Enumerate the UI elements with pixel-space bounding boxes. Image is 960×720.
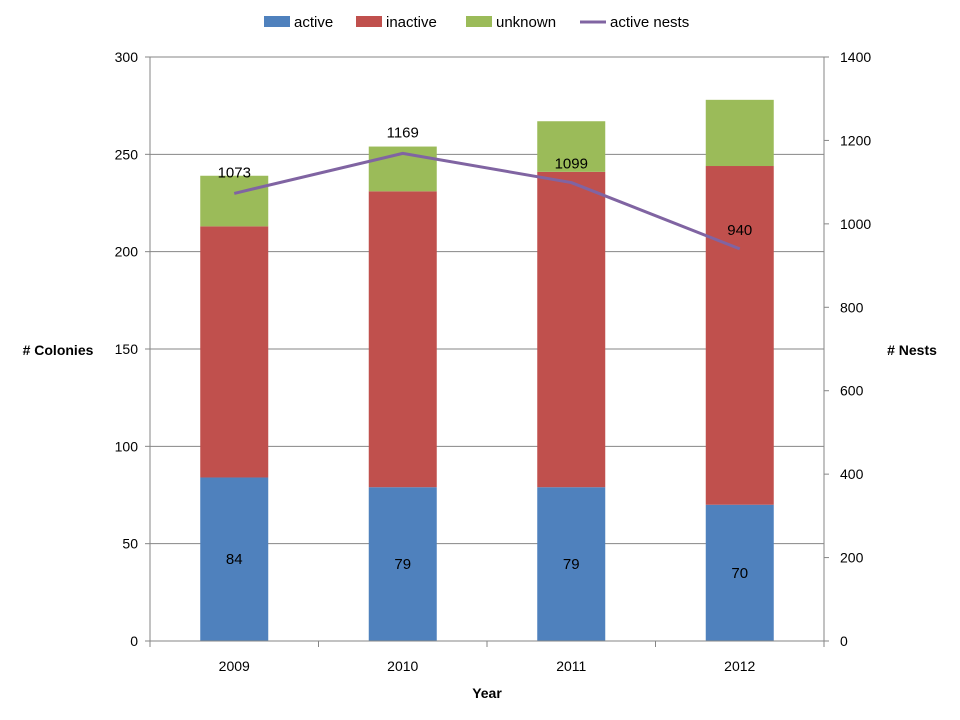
y2-tick-label: 200 bbox=[840, 550, 864, 566]
line-data-label: 1099 bbox=[555, 156, 588, 173]
y2-tick-label: 1400 bbox=[840, 49, 871, 65]
bar-data-label: 79 bbox=[563, 556, 580, 573]
y-tick-label: 300 bbox=[115, 49, 139, 65]
bar-unknown-2011 bbox=[537, 121, 606, 172]
legend-label: active nests bbox=[610, 14, 689, 31]
y2-tick-label: 400 bbox=[840, 466, 864, 482]
bar-inactive-2011 bbox=[537, 171, 606, 488]
y-tick-label: 150 bbox=[115, 341, 139, 357]
legend-swatch-unknown bbox=[466, 16, 492, 27]
bar-inactive-2009 bbox=[200, 226, 269, 478]
x-tick-label: 2010 bbox=[387, 658, 418, 674]
x-tick-label: 2009 bbox=[219, 658, 250, 674]
bar-active-2010 bbox=[368, 487, 437, 641]
legend-label: unknown bbox=[496, 14, 556, 31]
active-nests-line bbox=[233, 151, 741, 251]
y2-tick-label: 0 bbox=[840, 633, 848, 649]
legend-label: inactive bbox=[386, 14, 437, 31]
y2-axis-title: # Nests bbox=[887, 342, 937, 358]
active-nests-line-group bbox=[233, 151, 741, 251]
bars bbox=[200, 99, 774, 641]
x-axis-title: Year bbox=[472, 685, 502, 701]
line-data-label: 1073 bbox=[218, 164, 251, 181]
bar-data-label: 79 bbox=[394, 556, 411, 573]
line-data-label: 940 bbox=[727, 222, 752, 239]
x-tick-label: 2012 bbox=[724, 658, 755, 674]
y-axis-ticks: 0 50 100 150 200 250 300 bbox=[115, 49, 150, 649]
y2-tick-label: 1000 bbox=[840, 216, 871, 232]
x-tick-label: 2011 bbox=[556, 658, 586, 674]
y2-tick-label: 600 bbox=[840, 383, 864, 399]
y-tick-label: 100 bbox=[115, 438, 139, 454]
y-axis-title: # Colonies bbox=[23, 342, 94, 358]
bar-unknown-2012 bbox=[705, 99, 774, 167]
bar-active-2009 bbox=[200, 477, 269, 641]
bar-data-label: 84 bbox=[226, 551, 243, 568]
bar-inactive-2010 bbox=[368, 191, 437, 488]
data-labels: 1073 1169 1099 940 84 79 79 70 bbox=[218, 124, 753, 582]
y-tick-label: 50 bbox=[122, 536, 138, 552]
y2-tick-label: 1200 bbox=[840, 132, 871, 148]
y-tick-label: 200 bbox=[115, 244, 139, 260]
bar-active-2011 bbox=[537, 487, 606, 641]
bar-data-label: 70 bbox=[731, 565, 748, 582]
bar-inactive-2012 bbox=[705, 166, 774, 505]
y2-axis-ticks: 0 200 400 600 800 1000 1200 1400 bbox=[824, 49, 871, 649]
legend-swatch-active bbox=[264, 16, 290, 27]
legend-label: active bbox=[294, 14, 333, 31]
y-tick-label: 0 bbox=[130, 633, 138, 649]
bar-active-2012 bbox=[705, 504, 774, 641]
legend: active inactive unknown active nests bbox=[264, 14, 689, 31]
y2-tick-label: 800 bbox=[840, 299, 864, 315]
x-axis-ticks: 2009 2010 2011 2012 bbox=[149, 641, 825, 674]
bar-unknown-2009 bbox=[200, 175, 269, 227]
legend-swatch-inactive bbox=[356, 16, 382, 27]
line-data-label: 1169 bbox=[387, 124, 419, 141]
y-tick-label: 250 bbox=[115, 146, 139, 162]
